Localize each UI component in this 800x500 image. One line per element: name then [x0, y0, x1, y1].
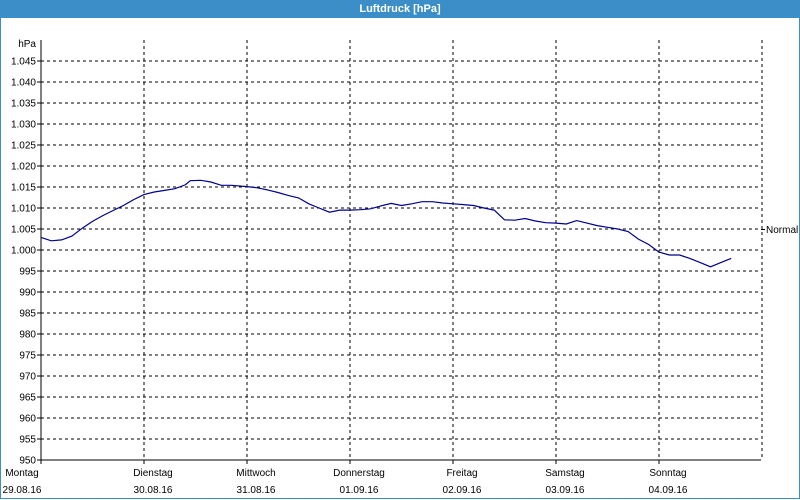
x-tick-day-label: Sonntag: [649, 468, 686, 479]
y-tick-label: 1.045: [11, 57, 36, 68]
y-axis-label: hPa: [18, 39, 36, 50]
y-tick-label: 1.020: [11, 162, 36, 173]
y-tick-label: 985: [19, 309, 36, 320]
x-tick-date-label: 31.08.16: [237, 485, 276, 496]
y-tick-label: 970: [19, 372, 36, 383]
x-tick-date-label: 29.08.16: [3, 485, 42, 496]
y-tick-label: 950: [19, 456, 36, 467]
y-tick-label: 980: [19, 330, 36, 341]
x-tick-day-label: Mittwoch: [236, 468, 275, 479]
x-tick-day-label: Montag: [5, 468, 38, 479]
y-tick-label: 960: [19, 414, 36, 425]
x-tick-date-label: 02.09.16: [443, 485, 482, 496]
x-tick-date-label: 01.09.16: [340, 485, 379, 496]
series-line: [40, 179, 732, 268]
y-tick-label: 1.040: [11, 78, 36, 89]
y-tick-label: 1.035: [11, 99, 36, 110]
y-tick-label: 990: [19, 288, 36, 299]
y-tick-label: 995: [19, 267, 36, 278]
x-tick-day-label: Freitag: [446, 468, 477, 479]
y-tick-label: 1.025: [11, 141, 36, 152]
x-tick-day-label: Dienstag: [133, 468, 172, 479]
y-tick-label: 955: [19, 435, 36, 446]
y-tick-label: 1.000: [11, 246, 36, 257]
y-tick-label: 1.015: [11, 183, 36, 194]
x-tick-date-label: 03.09.16: [546, 485, 585, 496]
chart-title: Luftdruck [hPa]: [0, 0, 800, 18]
x-tick-date-label: 04.09.16: [649, 485, 688, 496]
y-tick-label: 975: [19, 351, 36, 362]
y-tick-label: 1.005: [11, 225, 36, 236]
x-tick-day-label: Donnerstag: [333, 468, 385, 479]
x-tick-day-label: Samstag: [545, 468, 584, 479]
y-tick-label: 1.010: [11, 204, 36, 215]
x-tick-date-label: 30.08.16: [134, 485, 173, 496]
y-tick-label: 965: [19, 393, 36, 404]
y-tick-label: 1.030: [11, 120, 36, 131]
reference-label: Normal: [766, 225, 798, 236]
